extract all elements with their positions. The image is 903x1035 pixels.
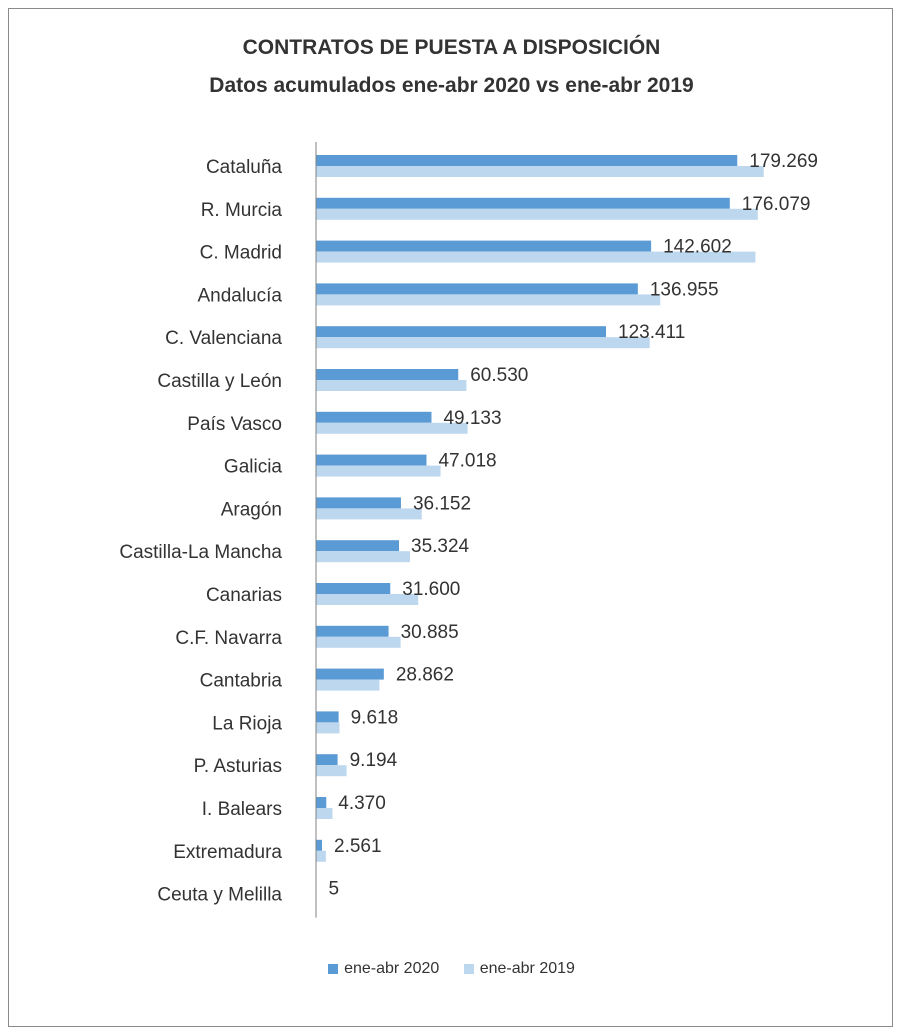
category-label-p-asturias: P. Asturias <box>194 756 282 777</box>
bar-2019-cataluna <box>316 166 764 177</box>
category-label-cantabria: Cantabria <box>200 671 283 692</box>
bar-2020-i-balears <box>316 797 327 808</box>
bar-2019-aragon <box>316 508 422 520</box>
bar-2020-pais-vasco <box>316 411 432 423</box>
category-label-castilla-y-leon: Castilla y León <box>157 371 282 392</box>
value-label-extremadura: 2.561 <box>334 836 382 857</box>
legend-label-2020: ene-abr 2020 <box>344 960 440 977</box>
value-label-c-valenciana: 123.411 <box>618 322 685 343</box>
category-label-c-f-navarra: C.F. Navarra <box>175 628 282 649</box>
bar-2020-c-f-navarra <box>316 625 389 637</box>
value-label-c-f-navarra: 30.885 <box>401 622 459 643</box>
bar-2019-extremadura <box>316 850 326 862</box>
value-label-p-asturias: 9.194 <box>350 750 398 771</box>
bar-2020-galicia <box>316 454 427 466</box>
bar-2019-c-madrid <box>316 251 756 263</box>
category-label-castilla-la-mancha: Castilla-La Mancha <box>119 542 282 563</box>
bar-2019-galicia <box>316 465 441 477</box>
legend-label-2019: ene-abr 2019 <box>479 960 575 977</box>
value-label-c-madrid: 142.602 <box>663 237 732 258</box>
value-label-aragon: 36.152 <box>413 493 471 514</box>
bar-2019-c-f-navarra <box>316 636 401 648</box>
category-label-galicia: Galicia <box>224 457 283 478</box>
category-label-canarias: Canarias <box>206 585 282 606</box>
bar-2020-castilla-la-mancha <box>316 540 400 552</box>
value-label-galicia: 47.018 <box>438 451 496 472</box>
bar-2019-andalucia <box>316 294 661 306</box>
bar-2020-r-murcia <box>316 197 730 209</box>
bar-2019-c-valenciana <box>316 337 650 349</box>
bar-2020-extremadura <box>316 839 323 851</box>
legend-item-2019: ene-abr 2019 <box>463 960 575 978</box>
bar-2019-p-asturias <box>316 765 347 777</box>
value-label-cantabria: 28.862 <box>396 665 454 686</box>
value-label-andalucia: 136.955 <box>650 279 719 300</box>
value-label-la-rioja: 9.618 <box>351 707 399 728</box>
bar-2020-cataluna <box>316 155 738 166</box>
category-label-extremadura: Extremadura <box>173 842 282 863</box>
category-label-i-balears: I. Balears <box>202 799 282 820</box>
category-label-andalucia: Andalucía <box>197 285 282 306</box>
value-label-ceuta-y-melilla: 5 <box>329 879 340 900</box>
category-label-c-madrid: C. Madrid <box>200 243 282 264</box>
chart-frame <box>8 8 893 1027</box>
value-label-r-murcia: 176.079 <box>742 194 811 215</box>
bar-2019-la-rioja <box>316 722 340 734</box>
category-label-aragon: Aragón <box>221 499 282 520</box>
bar-2019-canarias <box>316 594 419 605</box>
legend-swatch-2020 <box>328 964 339 974</box>
category-label-ceuta-y-melilla: Ceuta y Melilla <box>157 885 282 906</box>
bar-2020-castilla-y-leon <box>316 369 459 380</box>
value-label-castilla-y-leon: 60.530 <box>470 365 528 386</box>
category-label-la-rioja: La Rioja <box>212 713 282 734</box>
bar-2019-i-balears <box>316 808 333 819</box>
value-label-pais-vasco: 49.133 <box>443 408 501 429</box>
bar-2020-aragon <box>316 497 401 509</box>
value-label-canarias: 31.600 <box>402 579 460 600</box>
category-label-cataluna: Cataluña <box>206 157 282 178</box>
chart-subtitle: Datos acumulados ene-abr 2020 vs ene-abr… <box>209 74 694 97</box>
legend: ene-abr 2020 ene-abr 2019 <box>0 960 903 979</box>
bar-2020-c-madrid <box>316 240 652 252</box>
bar-2019-cantabria <box>316 679 380 691</box>
bar-2020-la-rioja <box>316 711 339 723</box>
value-label-cataluna: 179.269 <box>749 151 818 172</box>
chart-title: CONTRATOS DE PUESTA A DISPOSICIÓN <box>242 36 661 59</box>
legend-swatch-2019 <box>463 964 474 974</box>
category-label-r-murcia: R. Murcia <box>201 200 283 221</box>
value-label-castilla-la-mancha: 35.324 <box>411 536 470 557</box>
bar-2020-cantabria <box>316 668 384 680</box>
bar-2020-andalucia <box>316 283 638 295</box>
bar-2019-r-murcia <box>316 208 758 220</box>
legend-item-2020: ene-abr 2020 <box>328 960 439 978</box>
category-label-c-valenciana: C. Valenciana <box>165 328 282 349</box>
bar-2020-c-valenciana <box>316 326 607 338</box>
bar-2020-canarias <box>316 583 391 594</box>
bar-2019-castilla-la-mancha <box>316 551 410 563</box>
value-label-i-balears: 4.370 <box>338 793 386 814</box>
bar-2020-p-asturias <box>316 754 338 766</box>
bar-2019-castilla-y-leon <box>316 380 467 391</box>
bar-2019-pais-vasco <box>316 422 468 434</box>
category-label-pais-vasco: País Vasco <box>187 414 282 435</box>
